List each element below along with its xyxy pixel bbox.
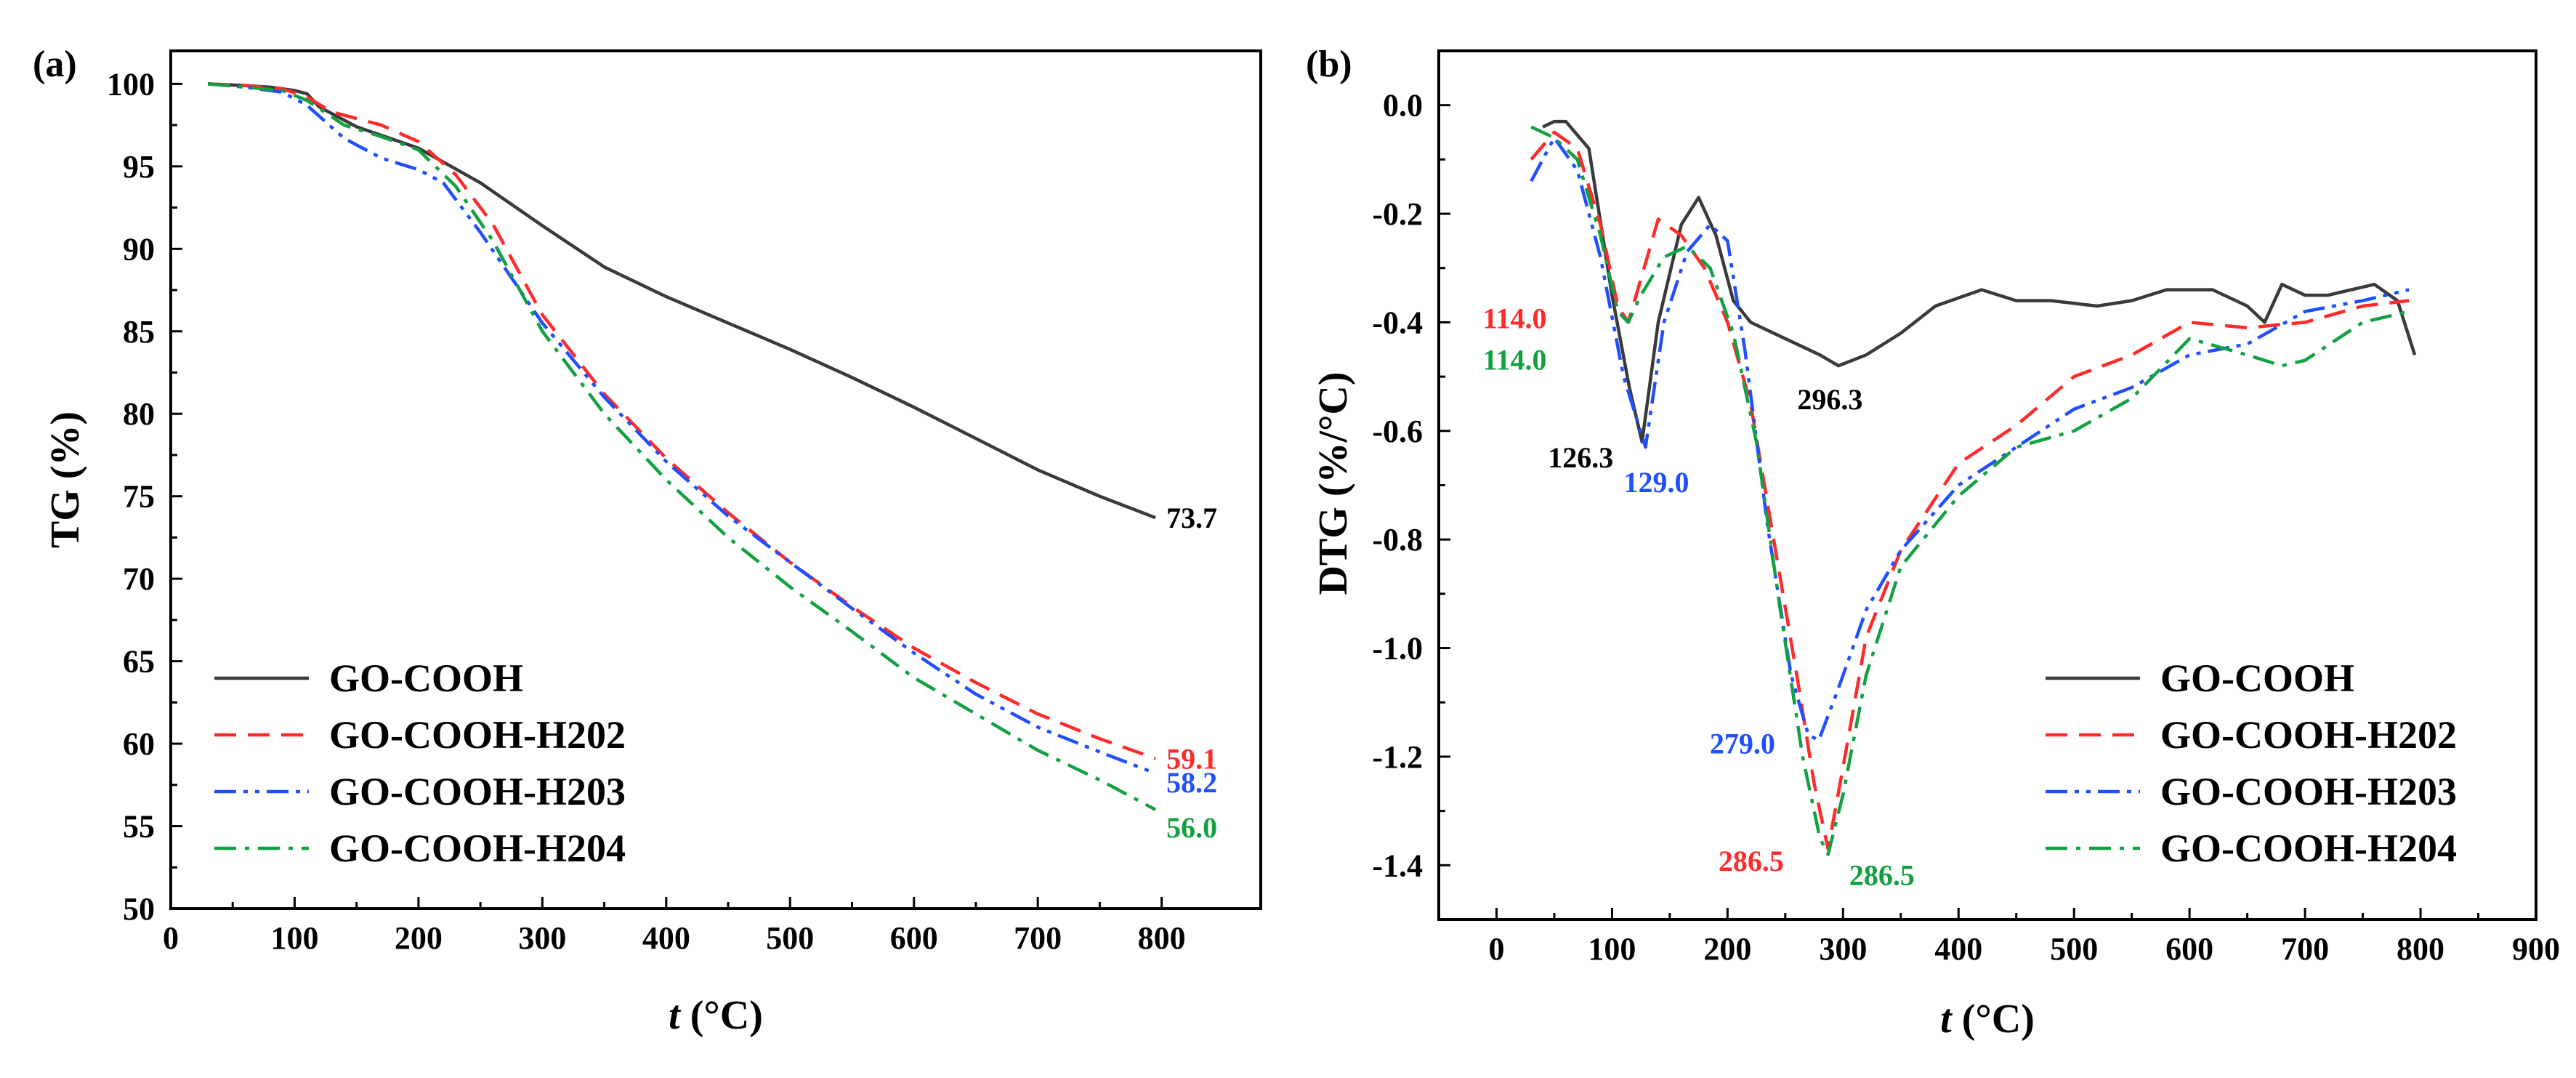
a-y-tick-label: 100 (107, 66, 155, 102)
panel-b-x-axis-var: t (1940, 997, 1953, 1042)
b-y-tick-label: -1.0 (1372, 631, 1423, 667)
a-x-tick-label: 0 (163, 920, 179, 956)
a-legend-label-4: GO-COOH-H204 (329, 826, 626, 870)
b-legend-label-2: GO-COOH-H202 (2160, 713, 2457, 757)
panel-a-x-axis-label: t (°C) (669, 993, 763, 1038)
panel-b-annotations: 114.0 114.0 126.3 129.0 296.3 279.0 286.5 286.5 (1483, 302, 1915, 891)
b-series-line-2 (1530, 130, 2410, 851)
panel-a-plot-frame (169, 49, 1262, 910)
b-x-tick-label: 0 (1488, 931, 1504, 967)
panel-b-peak-label-1: 114.0 (1483, 302, 1547, 334)
b-y-tick-label: -0.4 (1372, 305, 1423, 340)
a-series-line-4 (207, 82, 1157, 811)
panel-b-series (1530, 119, 2417, 856)
a-legend-label-2: GO-COOH-H202 (329, 713, 626, 757)
panel-a-series (207, 82, 1157, 811)
a-end-label-2: 59.1 (1166, 743, 1217, 776)
a-x-tick-label: 600 (890, 920, 938, 956)
a-series-line-3 (207, 82, 1156, 776)
a-x-tick-label: 800 (1138, 920, 1186, 956)
panel-b-x-axis-label: t (°C) (1940, 997, 2035, 1042)
panel-a-legend: GO-COOH GO-COOH-H202 GO-COOH-H203 GO-COOH-H… (214, 656, 626, 870)
panel-b-peak-label-8: 286.5 (1849, 858, 1915, 891)
b-x-tick-label: 300 (1819, 931, 1867, 967)
b-legend-label-3: GO-COOH-H203 (2160, 770, 2457, 813)
b-y-tick-label: -0.6 (1372, 414, 1423, 449)
b-y-tick-label: -1.2 (1372, 739, 1423, 775)
panel-a-y-axis-label: TG (%) (43, 411, 88, 548)
panel-b-x-axis-unit: (°C) (1952, 997, 2035, 1042)
a-y-tick-label: 90 (123, 231, 155, 267)
a-x-tick-label: 200 (395, 920, 443, 956)
panel-b-ticks: 0 100 200 300 400 500 600 700 800 900 -1.4 -1.2 -1.0… (1372, 88, 2560, 967)
a-y-tick-label: 75 (123, 479, 155, 515)
b-x-tick-label: 700 (2281, 931, 2329, 967)
b-y-tick-label: -1.4 (1372, 848, 1423, 883)
b-y-tick-label: -0.8 (1372, 522, 1423, 558)
panel-a-ticks: 0 100 200 300 400 500 600 700 800 50 55 60 65 70 75 80 8… (107, 66, 1186, 956)
a-x-tick-label: 300 (518, 920, 566, 956)
b-x-tick-label: 900 (2512, 931, 2560, 967)
panel-b-peak-label-7: 286.5 (1719, 845, 1784, 877)
a-y-tick-label: 95 (123, 149, 155, 185)
a-y-tick-label: 50 (123, 891, 155, 927)
a-end-label-1: 73.7 (1166, 502, 1217, 534)
a-x-tick-label: 500 (766, 920, 814, 956)
b-x-tick-label: 100 (1588, 931, 1636, 967)
a-legend-label-1: GO-COOH (329, 656, 523, 700)
a-series-line-1 (207, 82, 1156, 520)
b-x-tick-label: 400 (1934, 931, 1982, 967)
panel-a-end-labels: 73.7 59.158.2 56.0 (1166, 502, 1217, 844)
a-y-tick-label: 85 (123, 314, 155, 350)
a-y-tick-label: 80 (123, 396, 155, 432)
b-series-line-4 (1530, 125, 2410, 856)
panel-b-peak-label-6: 279.0 (1710, 728, 1775, 760)
panel-b-legend: GO-COOH GO-COOH-H202 GO-COOH-H203 GO-COOH-H… (2046, 656, 2457, 870)
a-y-tick-label: 55 (123, 809, 155, 845)
b-x-tick-label: 600 (2165, 931, 2213, 967)
a-legend-label-3: GO-COOH-H203 (329, 770, 626, 813)
b-legend-label-1: GO-COOH (2160, 656, 2354, 700)
a-end-label-3: 58.2 (1166, 766, 1217, 799)
b-legend-label-4: GO-COOH-H204 (2160, 826, 2457, 870)
b-series-line-3 (1530, 136, 2410, 742)
b-x-tick-label: 500 (2050, 931, 2098, 967)
b-y-tick-label: 0.0 (1383, 88, 1423, 124)
panel-b-peak-label-2: 114.0 (1483, 343, 1547, 376)
b-y-tick-label: -0.2 (1372, 196, 1423, 232)
b-x-tick-label: 800 (2397, 931, 2444, 967)
panel-a-label: (a) (33, 44, 77, 85)
panel-b-y-axis-label: DTG (%/°C) (1311, 371, 1356, 595)
a-y-tick-label: 65 (123, 644, 155, 680)
a-x-tick-label: 700 (1014, 920, 1062, 956)
panel-a-x-axis-unit: (°C) (680, 993, 763, 1038)
panel-b: (b) 0 100 200 300 400 500 600 700 800 900 -1.4 -1.2… (1306, 44, 2560, 1042)
panel-a-x-axis-var: t (669, 993, 681, 1038)
a-y-tick-label: 70 (123, 561, 155, 597)
b-series-line-1 (1542, 119, 2417, 444)
a-end-label-4: 56.0 (1166, 811, 1217, 844)
a-series-line-2 (207, 82, 1156, 760)
a-x-tick-label: 400 (642, 920, 690, 956)
a-x-tick-label: 100 (270, 920, 318, 956)
panel-b-peak-label-3: 126.3 (1548, 441, 1613, 474)
a-y-tick-label: 60 (123, 726, 155, 762)
panel-b-peak-label-4: 129.0 (1624, 466, 1689, 499)
panel-b-peak-label-5: 296.3 (1797, 383, 1862, 416)
panel-a: (a) 0 100 200 300 400 500 600 700 800 50 55 60 65 70 7… (33, 44, 1262, 1038)
panel-b-label: (b) (1306, 44, 1352, 85)
b-x-tick-label: 200 (1703, 931, 1751, 967)
